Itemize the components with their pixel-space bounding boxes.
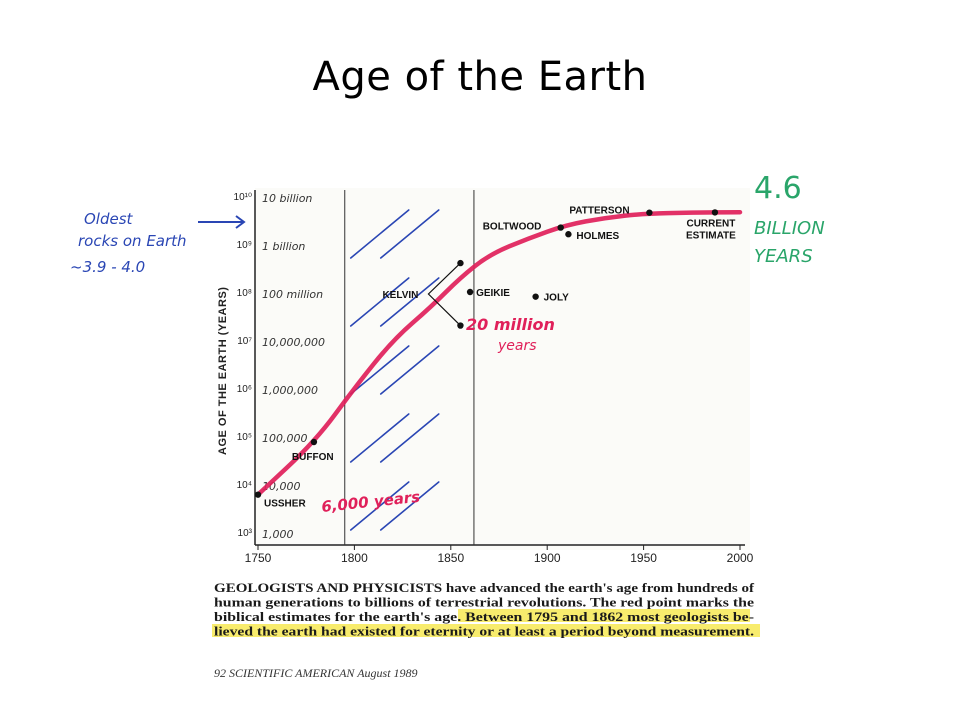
axis-ticks: 1750 1800 1850 1900 1950 2000 10¹⁰ 10 billion 10… bbox=[234, 192, 754, 565]
estimate-label: KELVIN bbox=[382, 290, 418, 301]
age-curve bbox=[255, 209, 743, 497]
estimate-point bbox=[565, 231, 572, 238]
estimate-point bbox=[466, 288, 474, 296]
chart-axes: AGE OF THE EARTH (YEARS) bbox=[217, 190, 745, 546]
series-line bbox=[255, 209, 743, 497]
x-tick-label: 1800 bbox=[341, 551, 368, 565]
billion-years-note: BILLION bbox=[754, 218, 825, 239]
oldest-rocks-note: ~3.9 - 4.0 bbox=[70, 258, 145, 276]
y-tick-label: 10⁶ bbox=[237, 384, 252, 395]
plot-background bbox=[255, 188, 750, 550]
y-tick-label: 10⁵ bbox=[237, 432, 252, 443]
x-tick-label: 1950 bbox=[630, 551, 657, 565]
estimate-label: GEIKIE bbox=[476, 288, 510, 299]
estimate-point bbox=[557, 224, 564, 231]
caption-line: GEOLOGISTS AND PHYSICISTS have advanced … bbox=[214, 581, 755, 595]
hatch-stroke bbox=[349, 277, 410, 327]
caption-highlight bbox=[212, 624, 760, 637]
hatch-stroke bbox=[379, 209, 440, 259]
estimate-point bbox=[711, 209, 719, 216]
y-tick-note: 100,000 bbox=[262, 432, 308, 445]
y-tick-label: 10⁹ bbox=[237, 240, 252, 251]
hatch-stroke bbox=[349, 481, 410, 531]
y-tick-note: 1,000 bbox=[262, 528, 294, 541]
x-tick-label: 1900 bbox=[534, 551, 561, 565]
y-tick-note: 10,000,000 bbox=[262, 336, 325, 349]
oldest-rocks-note: Oldest bbox=[84, 210, 134, 228]
twenty-million-note: 20 million bbox=[466, 315, 555, 334]
y-tick-label: 10³ bbox=[238, 528, 253, 539]
hatch-stroke bbox=[349, 413, 410, 463]
billion-years-note: YEARS bbox=[754, 246, 813, 267]
y-axis-title: AGE OF THE EARTH (YEARS) bbox=[217, 287, 229, 455]
hatch-stroke bbox=[379, 413, 440, 463]
estimate-label: BOLTWOOD bbox=[483, 222, 542, 233]
hatch-stroke bbox=[379, 277, 440, 327]
caption-line: human generations to billions of terrest… bbox=[214, 596, 755, 610]
estimate-label: HOLMES bbox=[576, 231, 619, 242]
y-tick-label: 10⁷ bbox=[237, 336, 252, 347]
y-tick-note: 10 billion bbox=[262, 192, 312, 205]
x-tick-label: 1850 bbox=[437, 551, 464, 565]
y-tick-label: 10¹⁰ bbox=[234, 192, 252, 203]
kelvin-bracket bbox=[427, 262, 461, 326]
caption-line: biblical estimates for the earth's age. … bbox=[214, 610, 754, 624]
estimate-point bbox=[532, 293, 539, 300]
caption-highlight bbox=[458, 609, 750, 622]
estimate-point bbox=[310, 438, 318, 446]
slide-title: Age of the Earth bbox=[312, 54, 648, 100]
estimate-label: PATTERSON bbox=[569, 206, 629, 217]
y-tick-label: 10⁸ bbox=[237, 288, 252, 299]
hatch-stroke bbox=[349, 345, 410, 395]
estimate-point bbox=[254, 491, 262, 498]
caption-line: lieved the earth had existed for eternit… bbox=[214, 625, 754, 639]
caption-footer: 92 SCIENTIFIC AMERICAN August 1989 bbox=[214, 666, 418, 680]
oldest-rocks-note: rocks on Earth bbox=[78, 232, 187, 250]
estimate-label: USSHER bbox=[264, 499, 306, 510]
estimate-label: CURRENT bbox=[686, 218, 735, 229]
estimate-label: BUFFON bbox=[292, 452, 334, 463]
estimate-point bbox=[646, 209, 653, 216]
hatch-stroke bbox=[379, 345, 440, 395]
y-tick-label: 10⁴ bbox=[237, 480, 252, 491]
hatch-stroke bbox=[379, 481, 440, 531]
hatch-stroke bbox=[349, 209, 410, 259]
estimate-label: JOLY bbox=[544, 293, 570, 304]
arrow-icon bbox=[198, 215, 246, 229]
shaded-period-hatching bbox=[349, 209, 440, 531]
y-tick-note: 1 billion bbox=[262, 240, 305, 253]
x-tick-label: 1750 bbox=[245, 551, 272, 565]
estimate-label: ESTIMATE bbox=[686, 230, 736, 241]
y-tick-note: 100 million bbox=[262, 288, 323, 301]
twenty-million-note: years bbox=[497, 338, 537, 354]
estimate-points: USSHER BUFFON KELVIN GEIKIE JOLY BOLTWOOD HOLM… bbox=[254, 206, 736, 510]
y-tick-note: 1,000,000 bbox=[262, 384, 318, 397]
figure-caption: GEOLOGISTS AND PHYSICISTS have advanced … bbox=[212, 581, 760, 680]
billion-years-note: 4.6 bbox=[754, 171, 802, 206]
x-tick-label: 2000 bbox=[727, 551, 754, 565]
